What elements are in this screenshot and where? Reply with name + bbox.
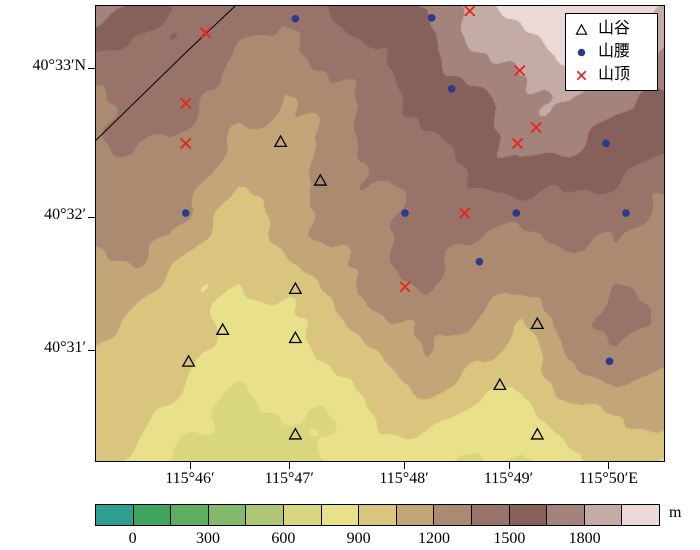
valley-marker (288, 281, 303, 295)
colorbar-segment (321, 505, 360, 525)
valley-marker (273, 134, 288, 148)
x-axis-label: 115°48′ (379, 470, 429, 487)
slope-marker (605, 357, 614, 366)
x-axis-tick (403, 462, 405, 469)
slope-dot-icon (577, 48, 586, 56)
colorbar-tick-label: 1200 (418, 530, 450, 547)
colorbar-tick-label: 900 (346, 530, 371, 547)
legend-item-slope: 山腰 (574, 44, 649, 60)
slope-marker (401, 209, 409, 217)
slope-marker (602, 139, 610, 148)
valley-marker (215, 322, 230, 335)
peak-cross-icon (576, 70, 587, 80)
slope-marker (181, 209, 190, 217)
colorbar-segment (246, 505, 284, 525)
valley-marker (181, 354, 196, 367)
colorbar-segment (283, 505, 322, 525)
colorbar-segment (471, 505, 510, 525)
y-axis-label: 40°33′N (32, 56, 86, 74)
colorbar-segment (584, 505, 623, 525)
colorbar-tick-label: 300 (196, 530, 220, 547)
colorbar (95, 504, 660, 526)
legend-label-slope: 山腰 (598, 43, 631, 60)
x-axis-tick (289, 462, 291, 469)
valley-marker (313, 173, 328, 186)
colorbar-segment (171, 505, 209, 525)
colorbar-tick-label: 1500 (493, 530, 526, 547)
legend-item-valley: 山谷 (574, 21, 649, 37)
x-axis-label: 115°47′ (264, 470, 314, 487)
legend-label-valley: 山谷 (598, 20, 631, 37)
x-axis-label: 115°46′ (165, 470, 215, 487)
colorbar-segment (96, 505, 134, 525)
colorbar-segment (622, 505, 659, 525)
colorbar-segment (208, 505, 247, 525)
colorbar-tick-label: 600 (271, 530, 296, 547)
peak-marker (511, 137, 524, 150)
slope-marker (512, 209, 521, 217)
valley-triangle-icon (575, 23, 588, 35)
valley-marker (492, 377, 507, 391)
valley-marker (530, 316, 545, 330)
slope-marker (622, 209, 630, 217)
peak-marker (514, 64, 526, 77)
valley-marker (288, 330, 303, 344)
x-axis-label: 115°50′E (578, 470, 638, 487)
y-axis-tick (88, 350, 95, 352)
legend-item-peak: 山顶 (574, 67, 649, 83)
colorbar-tick-label: 1800 (568, 530, 601, 547)
colorbar-segment (509, 505, 548, 525)
y-axis-label: 40°31′ (44, 339, 86, 357)
peak-marker (464, 6, 476, 17)
peak-marker (199, 27, 212, 39)
valley-marker (288, 427, 303, 440)
map-panel: 山谷 山腰 山顶 (95, 5, 665, 462)
slope-marker (447, 85, 456, 93)
boundary-line (96, 6, 236, 141)
y-axis-tick (88, 217, 95, 219)
map-legend: 山谷 山腰 山顶 (565, 13, 658, 91)
slope-marker (475, 257, 484, 266)
x-axis-label: 115°49′ (483, 470, 534, 487)
peak-marker (180, 137, 192, 150)
peak-marker (399, 281, 411, 293)
colorbar-segment (133, 505, 172, 525)
colorbar-tick-label: 0 (128, 530, 137, 547)
peak-marker (530, 121, 542, 134)
legend-label-peak: 山顶 (598, 66, 631, 83)
slope-marker (291, 14, 300, 23)
slope-marker (427, 14, 436, 22)
x-axis-tick (189, 462, 191, 469)
colorbar-segment (396, 505, 435, 525)
x-axis-tick (608, 462, 610, 469)
y-axis-tick (88, 67, 95, 69)
y-axis-label: 40°32′ (44, 206, 86, 224)
colorbar-segment (359, 505, 397, 525)
map-markers-overlay (96, 6, 630, 440)
colorbar-segment (547, 505, 585, 525)
x-axis-tick (508, 462, 510, 469)
peak-marker (180, 97, 192, 110)
colorbar-segment (434, 505, 472, 525)
colorbar-unit-label: m (669, 504, 682, 521)
valley-marker (530, 427, 545, 440)
peak-marker (458, 207, 471, 219)
